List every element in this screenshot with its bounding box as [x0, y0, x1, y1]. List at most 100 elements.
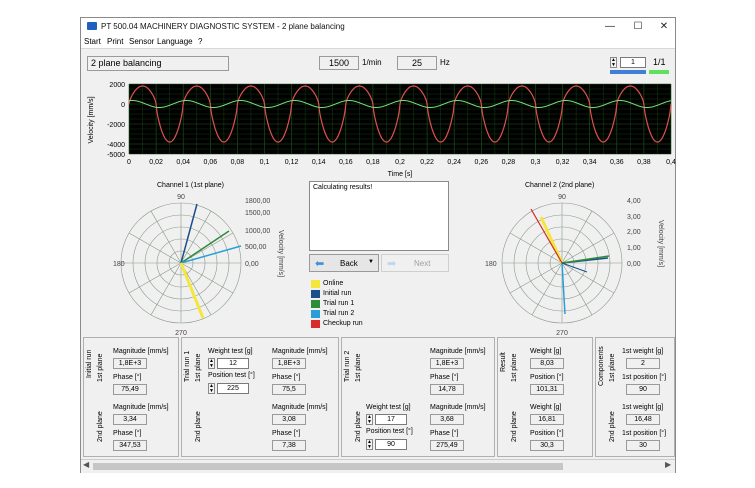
scale-label: 1000,00 [245, 228, 270, 235]
next-button[interactable]: ➡ Next [381, 254, 449, 272]
time-plot: 2000 0 -2000 -4000 -5000 0 0,02 0,04 0,06 0,… [88, 82, 676, 178]
legend-swatch [311, 320, 320, 328]
magnitude2-value: 3,34 [113, 414, 147, 425]
magnitude-label: Magnitude [mm/s] [430, 404, 486, 411]
back-button[interactable]: ⬅ Back ▼ [309, 254, 379, 272]
plane2-label: 2nd plane [355, 411, 362, 442]
back-label: Back [340, 259, 358, 268]
position2-value: 30 [626, 440, 660, 451]
plane2-label: 2nd plane [97, 411, 104, 442]
magnitude1-value: 1,8E+3 [113, 358, 147, 369]
position-label: Position [°] [530, 374, 564, 381]
scroll-left-icon[interactable]: ◀ [83, 460, 90, 469]
ytick: 2000 [109, 82, 125, 89]
first-position-label: 1st position [°] [622, 430, 667, 437]
polar-spoke [561, 210, 593, 264]
plane2-label: 2nd plane [609, 411, 616, 442]
position-test-input[interactable]: 225 [217, 383, 249, 394]
window-title: PT 500.04 MACHINERY DIAGNOSTIC SYSTEM - … [101, 22, 345, 31]
phase1-value: 75,5 [272, 384, 306, 395]
close-button[interactable]: ✕ [659, 21, 669, 32]
weight2-value: 16,48 [626, 414, 660, 425]
trial1-vector [561, 255, 610, 264]
series-green [129, 100, 672, 108]
maximize-button[interactable]: ☐ [633, 21, 643, 32]
phase1-value: 14,78 [430, 384, 464, 395]
polar-spoke [128, 262, 182, 294]
menu-start[interactable]: Start [84, 37, 101, 46]
phase-label: Phase [°] [113, 374, 142, 381]
polar-spoke [150, 262, 182, 316]
weight-spinner[interactable]: ▲ ▼ [208, 358, 215, 369]
xtick: 0 [127, 159, 131, 166]
weight-test-input[interactable]: 12 [217, 358, 249, 369]
page-number-input[interactable]: 1 [620, 57, 646, 68]
page-spinner[interactable]: ▲ ▼ [610, 57, 617, 68]
magnitude-label: Magnitude [mm/s] [272, 404, 328, 411]
xtick: 0,3 [531, 159, 541, 166]
horizontal-scrollbar[interactable]: ◀ ▶ [81, 459, 675, 473]
angle-90: 90 [177, 194, 185, 201]
menu-language[interactable]: Language [157, 37, 193, 46]
next-arrow-icon: ➡ [387, 258, 397, 270]
position-test-label: Position test [°] [366, 428, 413, 435]
plane2-label: 2nd plane [511, 411, 518, 442]
menu-print[interactable]: Print [107, 37, 124, 46]
polar2-grid [501, 202, 623, 324]
weight-spinner[interactable]: ▲ ▼ [366, 414, 373, 425]
magnitude2-value: 3,08 [272, 414, 306, 425]
legend-swatch [311, 300, 320, 308]
trial-run1-panel: Trial run 1 1st plane 2nd plane Weight t… [181, 337, 339, 457]
position2-value: 30,3 [530, 440, 564, 451]
ytick: 0 [121, 102, 125, 109]
polar-spoke [150, 210, 182, 264]
weight1-value: 8,03 [530, 358, 564, 369]
polar-spoke [531, 262, 563, 316]
weight1-value: 2 [626, 358, 660, 369]
legend-swatch [311, 290, 320, 298]
xtick: 0,18 [366, 159, 380, 166]
menu-sensor[interactable]: Sensor [129, 37, 155, 46]
magnitude-label: Magnitude [mm/s] [113, 348, 169, 355]
scroll-right-icon[interactable]: ▶ [665, 460, 672, 469]
ytick: -5000 [107, 152, 125, 159]
xtick: 0,26 [474, 159, 488, 166]
menu-bar: Start Print Sensor Language ? [81, 36, 675, 49]
scrollbar-thumb[interactable] [93, 463, 563, 470]
position-label: Position [°] [530, 430, 564, 437]
position-test-label: Position test [°] [208, 372, 255, 379]
channel2-axis-label: Velocity [mm/s] [657, 220, 664, 267]
angle-180: 180 [113, 261, 125, 268]
weight-test-input[interactable]: 17 [375, 414, 407, 425]
chevron-down-icon[interactable]: ▼ [368, 259, 374, 265]
channel1-axis-label: Velocity [mm/s] [277, 230, 284, 277]
xtick: 0,12 [285, 159, 299, 166]
first-position-label: 1st position [°] [622, 374, 667, 381]
xtick: 0,04 [176, 159, 190, 166]
position-test-input[interactable]: 90 [375, 439, 407, 450]
initial-run-vector [561, 262, 588, 273]
scale-label: 1,00 [627, 245, 641, 252]
channel1-polar: 90 180 270 1800,00 1500,00 1000,00 500,0… [113, 194, 284, 337]
scale-label: 0,00 [245, 261, 259, 268]
scale-label: 3,00 [627, 214, 641, 221]
plane1-label: 1st plane [609, 353, 616, 382]
mode-display: 2 plane balancing [87, 56, 229, 71]
scale-label: 2,00 [627, 229, 641, 236]
message-box: Calculating results! [309, 181, 449, 251]
polar-spoke [128, 232, 182, 264]
position-spinner[interactable]: ▲ ▼ [208, 383, 215, 394]
minimize-button[interactable]: — [605, 21, 615, 32]
polar-spoke [509, 232, 563, 264]
plane1-label: 1st plane [195, 353, 202, 382]
channel2-title: Channel 2 (2nd plane) [525, 182, 595, 189]
weight-label: Weight [g] [530, 404, 562, 411]
magnitude1-value: 1,8E+3 [272, 358, 306, 369]
menu-help[interactable]: ? [198, 37, 203, 46]
scale-label: 1800,00 [245, 198, 270, 205]
first-weight-label: 1st weight [g] [622, 404, 664, 411]
online-vector [179, 262, 205, 319]
position-spinner[interactable]: ▲ ▼ [366, 439, 373, 450]
xtick: 0,06 [203, 159, 217, 166]
time-plot-xlabel: Time [s] [388, 171, 413, 178]
